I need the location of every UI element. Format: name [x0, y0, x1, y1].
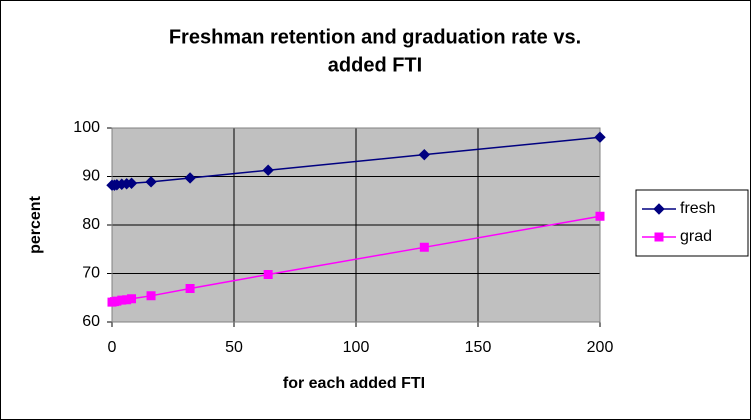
- marker: [418, 148, 431, 161]
- x-tick-label: 50: [225, 339, 243, 356]
- marker: [653, 203, 665, 215]
- y-tick-label: 70: [82, 265, 100, 282]
- marker: [263, 269, 273, 279]
- marker: [419, 242, 429, 252]
- marker: [125, 177, 138, 189]
- legend-label: grad: [680, 228, 712, 245]
- y-tick-label: 90: [82, 168, 100, 185]
- y-axis-label: percent: [27, 195, 44, 253]
- x-tick-label: 150: [465, 339, 492, 356]
- x-tick-label: 200: [587, 339, 614, 356]
- marker: [184, 172, 196, 184]
- legend-label: fresh: [680, 200, 716, 217]
- marker: [595, 211, 605, 221]
- plot-border: [111, 127, 601, 323]
- chart-title: added FTI: [328, 54, 422, 76]
- marker: [127, 294, 137, 304]
- x-axis-label: for each added FTI: [283, 375, 425, 392]
- legend: [635, 189, 749, 257]
- y-tick-label: 60: [82, 313, 100, 330]
- y-tick-label: 100: [73, 119, 100, 136]
- x-tick-label: 100: [343, 339, 370, 356]
- marker: [146, 291, 156, 301]
- marker: [654, 232, 664, 242]
- y-tick-label: 80: [82, 216, 100, 233]
- x-tick-label: 0: [108, 339, 117, 356]
- chart-title: Freshman retention and graduation rate v…: [169, 26, 581, 48]
- marker: [262, 164, 274, 176]
- marker: [145, 176, 157, 188]
- marker: [185, 284, 195, 294]
- marker: [594, 131, 606, 143]
